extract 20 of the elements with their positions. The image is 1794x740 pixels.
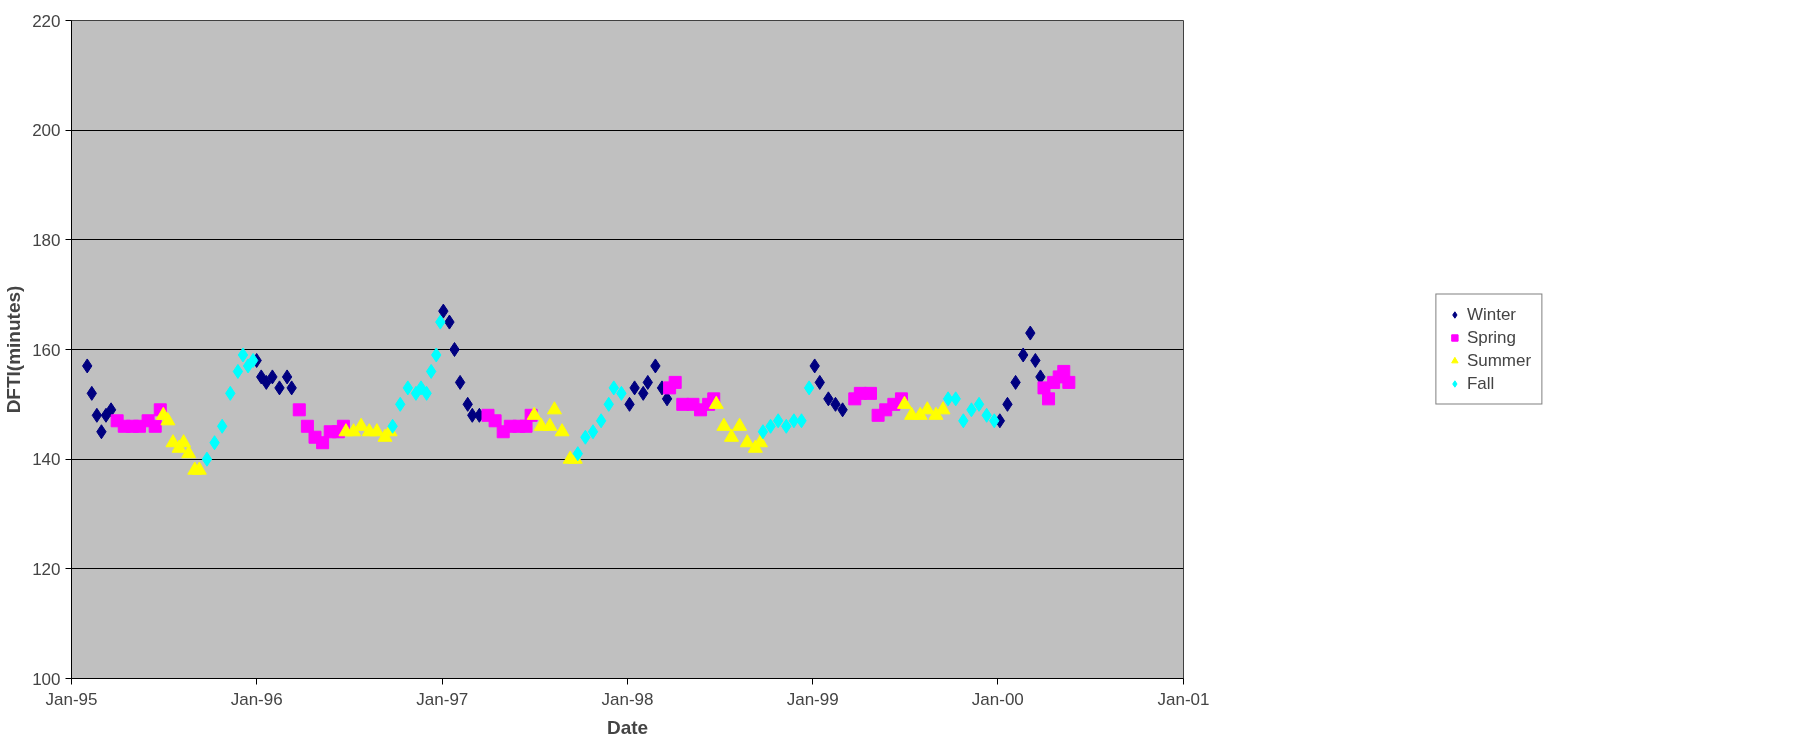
x-axis-title: Date [606, 716, 649, 738]
y-axis-title: DFTI(minutes) [3, 285, 25, 414]
x-tick-label: Jan-00 [971, 689, 1024, 709]
legend-label: Fall [1466, 373, 1495, 394]
legend-label: Summer [1466, 350, 1532, 371]
x-tick-label: Jan-95 [45, 689, 98, 709]
legend-label: Winter [1466, 304, 1517, 325]
y-tick-label: 220 [32, 11, 61, 31]
y-tick-label: 120 [32, 559, 61, 579]
y-tick-label: 180 [32, 230, 61, 250]
legend-label: Spring [1466, 327, 1517, 348]
x-tick-label: Jan-97 [416, 689, 469, 709]
x-tick-label: Jan-96 [230, 689, 283, 709]
y-tick-label: 140 [32, 450, 61, 470]
x-tick-label: Jan-01 [1157, 689, 1210, 709]
y-tick-label: 100 [32, 669, 61, 689]
x-tick-label: Jan-99 [786, 689, 839, 709]
x-tick-label: Jan-98 [601, 689, 654, 709]
y-tick-label: 160 [32, 340, 61, 360]
y-tick-label: 200 [32, 121, 61, 141]
